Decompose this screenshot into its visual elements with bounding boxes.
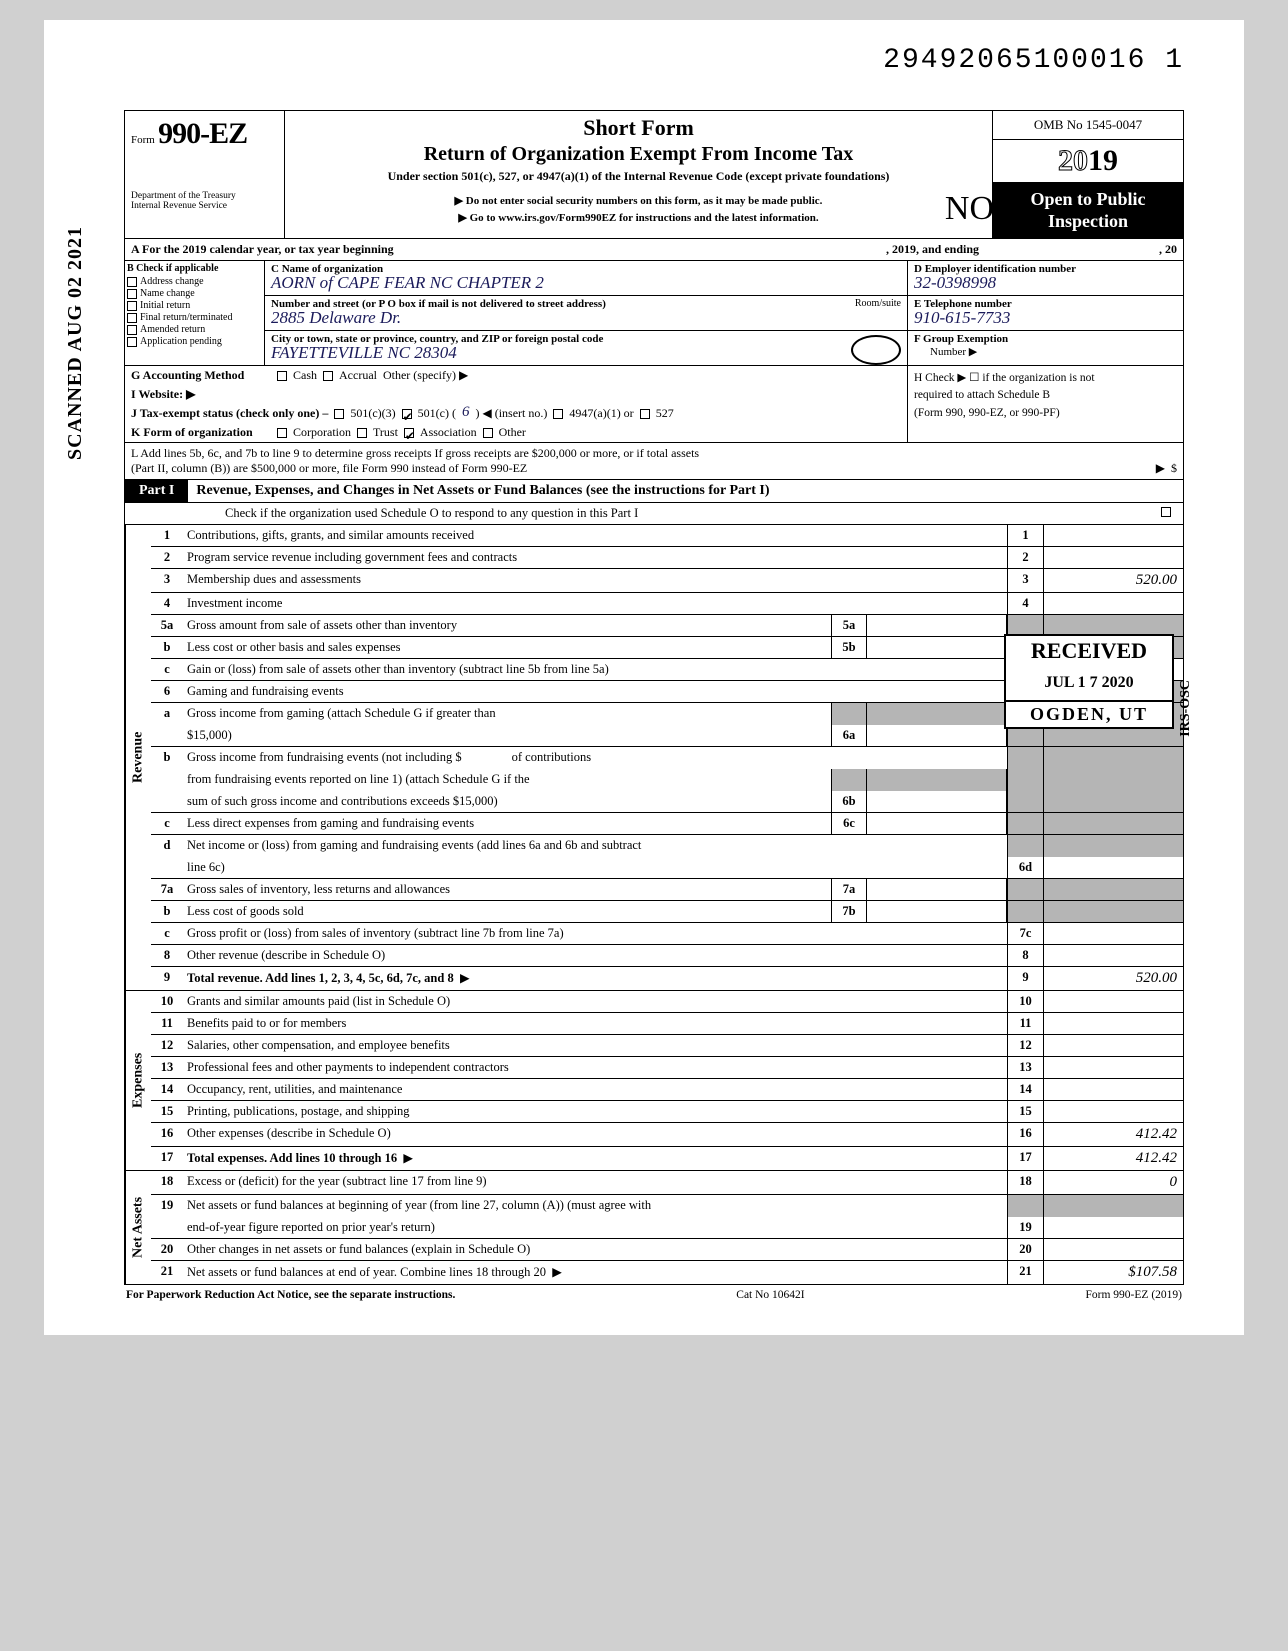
- org-name: AORN of CAPE FEAR NC CHAPTER 2: [271, 273, 901, 293]
- net-assets-table: Net Assets 18Excess or (deficit) for the…: [124, 1171, 1184, 1285]
- revenue-vtab: Revenue: [125, 525, 151, 990]
- omb-number: OMB No 1545-0047: [993, 111, 1183, 140]
- revenue-table: Revenue 1Contributions, gifts, grants, a…: [124, 525, 1184, 991]
- open-public: Open to Public Inspection: [993, 183, 1183, 238]
- street-address: 2885 Delaware Dr.: [271, 308, 901, 328]
- form-990ez-page-1: 29492065100016 1 SCANNED AUG 02 2021 For…: [44, 20, 1244, 1335]
- checkbox[interactable]: ✔: [402, 409, 412, 419]
- section-bcdef: B Check if applicable Address change Nam…: [124, 261, 1184, 366]
- short-form-title: Short Form: [293, 115, 984, 141]
- col-def: D Employer identification number 32-0398…: [908, 261, 1183, 365]
- checkbox[interactable]: [127, 301, 137, 311]
- checkbox[interactable]: [277, 428, 287, 438]
- checkbox[interactable]: [277, 371, 287, 381]
- col-b-checkboxes: B Check if applicable Address change Nam…: [125, 261, 265, 365]
- under-section: Under section 501(c), 527, or 4947(a)(1)…: [293, 169, 984, 184]
- ein-value: 32-0398998: [914, 273, 1177, 293]
- phone-value: 910-615-7733: [914, 308, 1177, 328]
- tax-year: 2019: [993, 140, 1183, 183]
- footer: For Paperwork Reduction Act Notice, see …: [124, 1285, 1184, 1305]
- net-assets-vtab: Net Assets: [125, 1171, 151, 1284]
- checkbox[interactable]: [127, 277, 137, 287]
- paperwork-notice: For Paperwork Reduction Act Notice, see …: [126, 1289, 455, 1301]
- section-ghijk: G Accounting Method Cash Accrual Other (…: [124, 366, 1184, 443]
- scanned-stamp: SCANNED AUG 02 2021: [64, 226, 87, 460]
- form-number: 990-EZ: [158, 117, 247, 150]
- row-l: L Add lines 5b, 6c, and 7b to line 9 to …: [124, 443, 1184, 480]
- form-number-box: Form 990-EZ Department of the Treasury I…: [125, 111, 285, 238]
- cat-no: Cat No 10642I: [736, 1289, 804, 1301]
- irs: Internal Revenue Service: [131, 201, 278, 211]
- checkbox[interactable]: [127, 313, 137, 323]
- check-schedule-o: Check if the organization used Schedule …: [124, 503, 1184, 525]
- checkbox[interactable]: [640, 409, 650, 419]
- dlm-code: 29492065100016 1: [883, 45, 1184, 76]
- checkbox[interactable]: [357, 428, 367, 438]
- checkbox[interactable]: [127, 337, 137, 347]
- city-state-zip: FAYETTEVILLE NC 28304: [271, 343, 901, 363]
- expenses-vtab: Expenses: [125, 991, 151, 1170]
- checkbox[interactable]: [553, 409, 563, 419]
- checkbox[interactable]: [334, 409, 344, 419]
- form-year-footer: Form 990-EZ (2019): [1086, 1289, 1182, 1301]
- dept-treasury: Department of the Treasury: [131, 191, 278, 201]
- col-c-name-address: C Name of organization AORN of CAPE FEAR…: [265, 261, 908, 365]
- handwritten-circle: [851, 335, 901, 365]
- return-title: Return of Organization Exempt From Incom…: [293, 143, 984, 166]
- checkbox[interactable]: [127, 289, 137, 299]
- checkbox[interactable]: [483, 428, 493, 438]
- h-check: H Check ▶ ☐ if the organization is not: [914, 370, 1177, 387]
- received-stamp: RECEIVED JUL 1 7 2020 OGDEN, UT: [1004, 634, 1174, 729]
- title-box: Short Form Return of Organization Exempt…: [285, 111, 993, 238]
- form-prefix: Form: [131, 134, 155, 146]
- goto-url: ▶ Go to www.irs.gov/Form990EZ for instru…: [293, 211, 984, 224]
- handwritten-initials: NO: [945, 190, 994, 228]
- rhs-header: OMB No 1545-0047 2019 Open to Public Ins…: [993, 111, 1183, 238]
- header: Form 990-EZ Department of the Treasury I…: [124, 110, 1184, 239]
- irs-osc-stamp: IRS-OSC: [1178, 680, 1194, 737]
- checkbox[interactable]: [1161, 507, 1171, 517]
- row-a: A For the 2019 calendar year, or tax yea…: [124, 239, 1184, 261]
- expenses-table: Expenses 10Grants and similar amounts pa…: [124, 991, 1184, 1171]
- checkbox[interactable]: ✔: [404, 428, 414, 438]
- 501c-insert: 6: [462, 404, 470, 421]
- do-not-enter: ▶ Do not enter social security numbers o…: [293, 194, 984, 207]
- part-1-header: Part I Revenue, Expenses, and Changes in…: [124, 480, 1184, 503]
- checkbox[interactable]: [323, 371, 333, 381]
- checkbox[interactable]: [127, 325, 137, 335]
